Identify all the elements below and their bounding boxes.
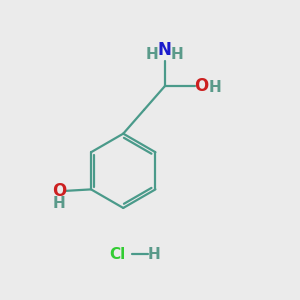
Text: H: H	[147, 247, 160, 262]
Text: Cl: Cl	[109, 247, 125, 262]
Text: N: N	[158, 41, 172, 59]
Text: O: O	[194, 77, 208, 95]
Text: O: O	[52, 182, 66, 200]
Text: H: H	[53, 196, 66, 211]
Text: H: H	[171, 47, 184, 62]
Text: H: H	[208, 80, 221, 95]
Text: H: H	[146, 47, 159, 62]
